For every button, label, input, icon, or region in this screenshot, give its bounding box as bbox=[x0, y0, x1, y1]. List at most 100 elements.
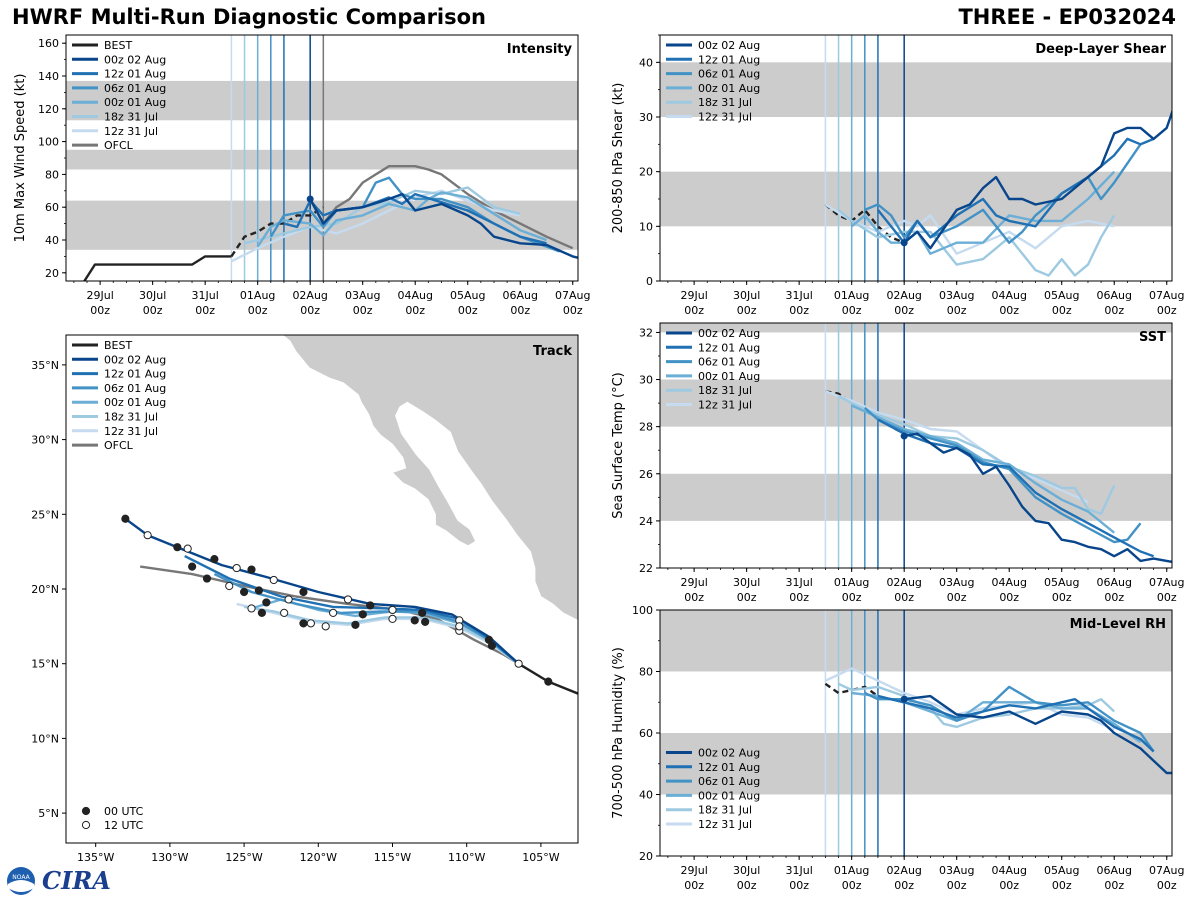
panel-title: SST bbox=[1139, 330, 1166, 345]
track-line bbox=[213, 573, 520, 665]
legend-label: 06z 01 Aug bbox=[698, 775, 760, 788]
x-tick-label-date: 07Aug bbox=[1149, 864, 1184, 877]
y-tick-label: 40 bbox=[45, 234, 59, 247]
marker-12utc bbox=[321, 622, 330, 631]
series-line bbox=[850, 170, 1116, 255]
series-line bbox=[837, 208, 1116, 277]
marker-12utc bbox=[343, 595, 353, 604]
marker-12utc bbox=[225, 581, 234, 591]
track-line bbox=[184, 555, 520, 665]
legend-label: 00z 01 Aug bbox=[698, 82, 760, 95]
x-tick-label-hour: 00z bbox=[842, 879, 862, 892]
x-tick-label-hour: 00z bbox=[1104, 879, 1124, 892]
panel-intensity: 20 40 60 80 100 120 140 160 29Jul 00z 30Jul 00z 31Ju… bbox=[13, 34, 590, 317]
x-tick-label-hour: 00z bbox=[1052, 879, 1072, 892]
y-tick-label: 100 bbox=[632, 604, 653, 617]
marker-12utc bbox=[247, 604, 256, 613]
x-tick-label-date: 31Jul bbox=[786, 289, 813, 302]
x-tick-label-date: 31Jul bbox=[786, 864, 813, 877]
series-line bbox=[877, 694, 1155, 753]
shaded-band bbox=[660, 473, 1172, 521]
x-tick-label-hour: 00z bbox=[1157, 591, 1177, 604]
x-tick-label-hour: 00z bbox=[510, 304, 530, 317]
x-tick-label-date: 07Aug bbox=[555, 289, 590, 302]
x-tick-label-hour: 00z bbox=[405, 304, 425, 317]
series-line bbox=[904, 694, 1172, 775]
x-tick-label-date: 04Aug bbox=[991, 864, 1026, 877]
x-tick-label-date: 29Jul bbox=[680, 576, 707, 589]
marker-00utc bbox=[173, 543, 182, 552]
legend-label: OFCL bbox=[104, 139, 134, 152]
x-tick-label-hour: 00z bbox=[842, 304, 862, 317]
marker-12utc bbox=[284, 595, 293, 604]
x-tick-label-hour: 00z bbox=[737, 304, 757, 317]
x-tick-label-date: 29Jul bbox=[680, 864, 707, 877]
x-tick-label-date: 30Jul bbox=[733, 576, 760, 589]
y-axis-label: 10m Max Wind Speed (kt) bbox=[13, 74, 28, 243]
y-tick-label: 24 bbox=[639, 515, 653, 528]
y-axis-label: 200-850 hPa Shear (kt) bbox=[611, 83, 626, 234]
shaded-band bbox=[66, 80, 578, 121]
panel-title: Mid-Level RH bbox=[1070, 617, 1166, 632]
x-tick-label-hour: 00z bbox=[1104, 591, 1124, 604]
x-tick-label-hour: 00z bbox=[737, 879, 757, 892]
series-line bbox=[83, 255, 232, 281]
y-tick-label: 60 bbox=[639, 727, 653, 740]
marker-12utc bbox=[183, 544, 192, 553]
x-tick-label-date: 01Aug bbox=[834, 289, 869, 302]
plot-area-shear bbox=[660, 35, 1172, 281]
marker-12utc bbox=[143, 531, 152, 540]
y-tick-label: 40 bbox=[639, 56, 653, 69]
lat-tick-label: 30°N bbox=[31, 434, 59, 447]
y-axis-label: 700-500 hPa Humidity (%) bbox=[611, 647, 626, 819]
x-tick-label-date: 07Aug bbox=[1149, 289, 1184, 302]
x-tick-label-hour: 00z bbox=[563, 304, 583, 317]
marker-00utc bbox=[351, 620, 360, 629]
x-tick-label-hour: 00z bbox=[789, 879, 809, 892]
marker-legend-label: 12 UTC bbox=[104, 819, 144, 832]
x-tick-label-hour: 00z bbox=[789, 304, 809, 317]
marker-00utc bbox=[418, 608, 427, 618]
x-tick-label-date: 07Aug bbox=[1149, 576, 1184, 589]
x-tick-label-hour: 00z bbox=[684, 591, 704, 604]
marker-00utc bbox=[544, 677, 553, 686]
x-tick-label-date: 30Jul bbox=[733, 864, 760, 877]
marker-00utc bbox=[247, 565, 256, 574]
y-tick-label: 0 bbox=[646, 275, 653, 288]
legend-label: 00z 02 Aug bbox=[104, 53, 166, 66]
x-tick-label-date: 01Aug bbox=[834, 864, 869, 877]
x-tick-label-date: 31Jul bbox=[786, 576, 813, 589]
lon-tick-label: 135°W bbox=[77, 851, 114, 864]
x-tick-label-date: 03Aug bbox=[939, 864, 974, 877]
x-tick-label-date: 31Jul bbox=[192, 289, 219, 302]
y-tick-label: 30 bbox=[639, 111, 653, 124]
x-tick-label-hour: 00z bbox=[195, 304, 215, 317]
x-tick-label-hour: 00z bbox=[789, 591, 809, 604]
series-line bbox=[903, 432, 1172, 564]
x-tick-label-hour: 00z bbox=[894, 591, 914, 604]
x-tick-label-date: 02Aug bbox=[886, 864, 921, 877]
init-point-marker bbox=[900, 432, 908, 440]
shaded-band bbox=[660, 62, 1172, 117]
x-tick-label-date: 06Aug bbox=[1096, 576, 1131, 589]
x-tick-label-hour: 00z bbox=[1052, 591, 1072, 604]
series-line bbox=[824, 390, 1089, 504]
lon-tick-label: 120°W bbox=[300, 851, 337, 864]
series-line bbox=[244, 186, 521, 245]
series-line bbox=[877, 418, 1155, 558]
shaded-band bbox=[660, 610, 1172, 672]
lat-tick-label: 15°N bbox=[31, 658, 59, 671]
legend-label: 12z 31 Jul bbox=[698, 399, 752, 412]
legend-label: 12z 01 Aug bbox=[698, 341, 760, 354]
y-tick-label: 10 bbox=[639, 220, 653, 233]
x-tick-label-hour: 00z bbox=[999, 879, 1019, 892]
x-tick-label-hour: 00z bbox=[684, 304, 704, 317]
y-tick-label: 22 bbox=[639, 562, 653, 575]
lon-tick-label: 105°W bbox=[522, 851, 559, 864]
shaded-band bbox=[660, 733, 1172, 795]
x-tick-label-hour: 00z bbox=[894, 304, 914, 317]
legend-label: 12z 01 Aug bbox=[104, 68, 166, 81]
x-tick-label-hour: 00z bbox=[458, 304, 478, 317]
